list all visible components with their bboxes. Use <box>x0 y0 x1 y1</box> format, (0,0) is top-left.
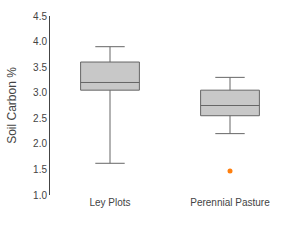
svg-text:Perennial Pasture: Perennial Pasture <box>190 197 270 208</box>
svg-text:Soil Carbon %: Soil Carbon % <box>5 67 19 144</box>
svg-text:4.0: 4.0 <box>33 36 47 47</box>
svg-text:1.0: 1.0 <box>33 190 47 201</box>
svg-text:4.5: 4.5 <box>33 11 47 22</box>
svg-text:2.5: 2.5 <box>33 113 47 124</box>
svg-text:1.5: 1.5 <box>33 164 47 175</box>
svg-text:3.0: 3.0 <box>33 87 47 98</box>
svg-text:2.0: 2.0 <box>33 138 47 149</box>
svg-text:Ley Plots: Ley Plots <box>89 197 130 208</box>
svg-text:3.5: 3.5 <box>33 62 47 73</box>
